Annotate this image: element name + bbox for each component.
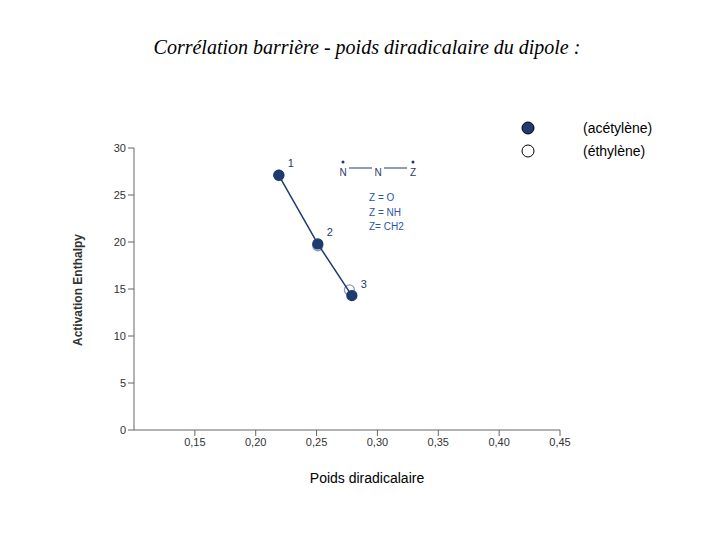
html-text:Poids diradicalaire: Poids diradicalaire — [309, 470, 425, 486]
svg-text:0,40: 0,40 — [488, 436, 509, 448]
html-text:(éthylène): (éthylène) — [583, 142, 646, 159]
svg-text:N: N — [374, 167, 381, 178]
html-text:(acétylène): (acétylène) — [583, 119, 653, 136]
svg-text:0: 0 — [120, 424, 126, 436]
svg-text:0,45: 0,45 — [549, 436, 570, 448]
svg-text:N: N — [339, 167, 346, 178]
svg-text:30: 30 — [114, 142, 126, 154]
svg-text:0,15: 0,15 — [184, 436, 205, 448]
svg-text:0,35: 0,35 — [428, 436, 449, 448]
svg-text:2: 2 — [327, 226, 333, 238]
svg-text:0,20: 0,20 — [245, 436, 266, 448]
svg-text:3: 3 — [361, 278, 367, 290]
svg-text:25: 25 — [114, 189, 126, 201]
svg-text:5: 5 — [120, 377, 126, 389]
html-text:Activation Enthalpy: Activation Enthalpy — [71, 234, 85, 346]
svg-text:10: 10 — [114, 330, 126, 342]
svg-text:Z: Z — [410, 167, 416, 178]
svg-text:0,25: 0,25 — [306, 436, 327, 448]
svg-text:15: 15 — [114, 283, 126, 295]
svg-text:1: 1 — [288, 157, 294, 169]
svg-text:20: 20 — [114, 236, 126, 248]
svg-text:Z = NH: Z = NH — [369, 207, 401, 218]
html-text:Corrélation barrière - poids d: Corrélation barrière - poids diradicalai… — [153, 36, 581, 58]
svg-text:Z= CH2: Z= CH2 — [369, 221, 404, 232]
svg-text:0,30: 0,30 — [367, 436, 388, 448]
svg-text:Z = O: Z = O — [369, 192, 395, 203]
